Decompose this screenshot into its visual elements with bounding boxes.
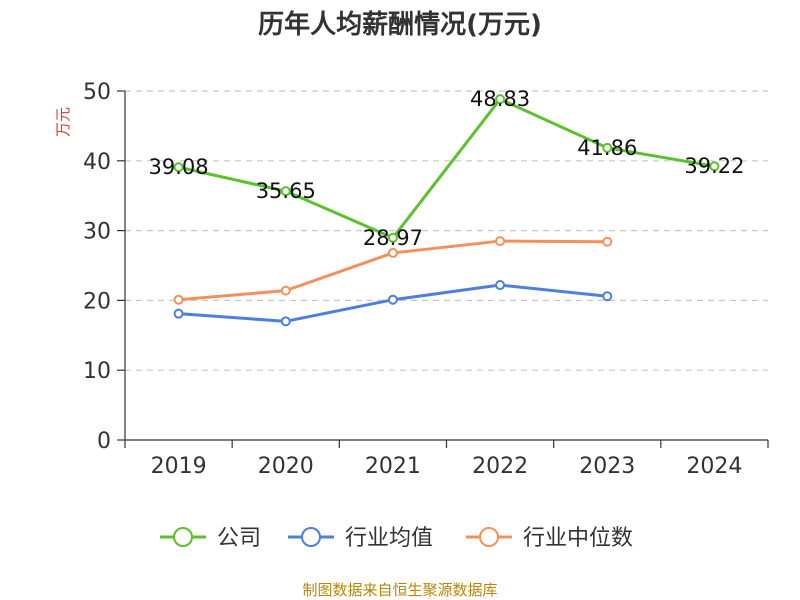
y-tick-label: 0	[97, 429, 111, 454]
legend-label-2: 行业中位数	[523, 526, 633, 551]
data-point	[173, 162, 184, 173]
data-label: 35.65	[256, 179, 316, 203]
x-tick-labels: 2019 2020 2021 2022 2023 2024	[151, 454, 743, 479]
data-point	[173, 308, 184, 319]
gridlines	[125, 90, 768, 371]
legend-marker-1	[301, 527, 321, 547]
y-tick-label: 30	[83, 220, 111, 245]
axes	[117, 90, 769, 448]
legend-marker-2	[479, 527, 499, 547]
source-note: 制图数据来自恒生聚源数据库	[302, 581, 497, 599]
data-point	[387, 294, 398, 305]
data-point	[602, 236, 613, 247]
x-tick-label: 2019	[151, 454, 207, 479]
legend-marker-0	[173, 527, 193, 547]
y-tick-label: 40	[83, 150, 111, 175]
y-tick-label: 50	[83, 80, 111, 105]
data-label: 39.08	[149, 155, 209, 179]
data-point	[280, 285, 291, 296]
data-label: 39.22	[684, 154, 744, 178]
x-tick-label: 2021	[365, 454, 421, 479]
data-point	[602, 291, 613, 302]
data-point	[495, 94, 506, 105]
x-tick-label: 2022	[472, 454, 528, 479]
legend[interactable]: 公司 行业均值 行业中位数	[160, 526, 633, 551]
data-point	[495, 236, 506, 247]
data-point	[280, 316, 291, 327]
data-label: 48.83	[470, 87, 530, 111]
data-point	[280, 186, 291, 197]
data-point	[387, 232, 398, 243]
legend-label-1: 行业均值	[345, 526, 433, 551]
data-point	[602, 142, 613, 153]
series-line-0	[178, 97, 715, 240]
data-label: 41.86	[577, 136, 637, 160]
x-tick-label: 2023	[579, 454, 635, 479]
y-tick-label: 20	[83, 289, 111, 314]
data-labels: 39.08 35.65 28.97 48.83 41.86 39.22	[149, 87, 745, 250]
legend-label-0: 公司	[217, 526, 261, 551]
y-tick-labels: 0 10 20 30 40 50	[83, 80, 111, 454]
y-tick-label: 10	[83, 359, 111, 384]
data-point	[709, 161, 720, 172]
data-point	[495, 280, 506, 291]
x-tick-label: 2020	[258, 454, 314, 479]
x-tick-label: 2024	[686, 454, 742, 479]
y-axis-label: 万元	[54, 107, 72, 137]
series-lines	[173, 94, 720, 327]
data-point	[387, 247, 398, 258]
data-label: 28.97	[363, 226, 423, 250]
data-point	[173, 294, 184, 305]
chart-title: 历年人均薪酬情况(万元)	[258, 9, 542, 40]
